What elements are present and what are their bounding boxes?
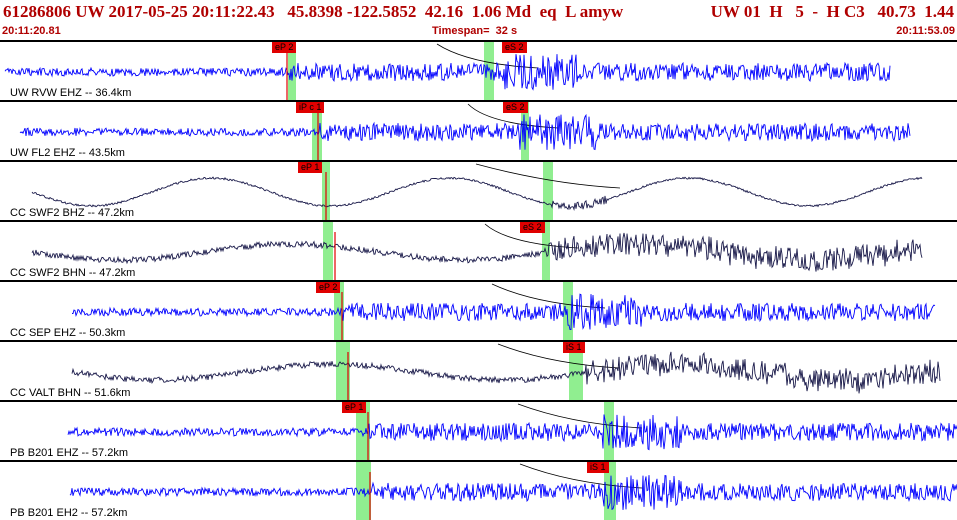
pick-flag[interactable]: eP 2 [272,42,297,53]
pick-window [323,222,333,280]
traveltime-curve [475,163,621,189]
waveform-plot[interactable] [0,282,957,340]
event-info: 61286806 UW 2017-05-25 20:11:22.43 45.83… [3,2,624,21]
waveform-trace [69,475,957,511]
waveform-plot[interactable] [0,222,957,280]
timespan: Timespan= 32 s [432,25,518,37]
pick-window [569,342,583,400]
waveform-plot[interactable] [0,102,957,160]
seismogram-panel[interactable]: iS 1 PB B201 EH2 -- 57.2km [0,460,957,520]
traveltime-curve [467,103,559,129]
waveform-trace [4,54,891,91]
waveform-trace [71,351,941,394]
channel-label: CC VALT BHN -- 51.6km [10,387,131,399]
waveform-plot[interactable] [0,462,957,520]
traveltime-curve [497,343,621,369]
waveform-trace [72,293,936,331]
waveform-plot[interactable] [0,402,957,460]
pick-window [563,282,573,340]
pick-window [336,342,350,400]
pick-flag[interactable]: eS 2 [503,102,528,113]
pick-flag[interactable]: eP 1 [342,402,367,413]
pick-flag[interactable]: eP 2 [316,282,341,293]
channel-label: CC SEP EHZ -- 50.3km [10,327,126,339]
solution-info: UW 01 H 5 - H C3 40.73 1.44 [710,2,954,21]
start-time: 20:11:20.81 [2,25,61,37]
channel-label: UW RVW EHZ -- 36.4km [10,87,132,99]
traveltime-curve [491,283,606,309]
pick-window [484,42,494,100]
channel-label: CC SWF2 BHN -- 47.2km [10,267,136,279]
pick-flag[interactable]: iS 1 [563,342,585,353]
pick-flag[interactable]: eP 1 [298,162,323,173]
waveform-trace [67,414,957,451]
seismogram-panel[interactable]: eP 2 CC SEP EHZ -- 50.3km [0,280,957,340]
pick-window [543,162,553,220]
waveform-panels[interactable]: eP 2 eS 2 UW RVW EHZ -- 36.4km iP c 1 eS 2 UW… [0,40,957,520]
event-header: 61286806 UW 2017-05-25 20:11:22.43 45.83… [0,0,957,27]
channel-label: CC SWF2 BHZ -- 47.2km [10,207,135,219]
seismogram-panel[interactable]: eP 1 PB B201 EHZ -- 57.2km [0,400,957,460]
pick-flag[interactable]: eS 2 [520,222,545,233]
waveform-plot[interactable] [0,342,957,400]
waveform-plot[interactable] [0,42,957,100]
waveform-trace [31,232,923,272]
pick-window [604,402,614,460]
channel-label: PB B201 EH2 -- 57.2km [10,507,128,519]
waveform-plot[interactable] [0,162,957,220]
waveform-trace [31,176,923,212]
pick-window [288,42,296,100]
seismogram-panel[interactable]: eS 2 CC SWF2 BHN -- 47.2km [0,220,957,280]
seismogram-panel[interactable]: eP 1 CC SWF2 BHZ -- 47.2km [0,160,957,220]
pick-window [312,102,322,160]
pick-window [356,402,370,460]
channel-label: PB B201 EHZ -- 57.2km [10,447,128,459]
channel-label: UW FL2 EHZ -- 43.5km [10,147,125,159]
pick-flag[interactable]: iS 1 [587,462,609,473]
pick-flag[interactable]: iP c 1 [296,102,325,113]
time-bar: 20:11:20.81 Timespan= 32 s 20:11:53.09 [0,25,957,39]
pick-window [521,102,529,160]
end-time: 20:11:53.09 [896,25,955,37]
seismogram-panel[interactable]: iP c 1 eS 2 UW FL2 EHZ -- 43.5km [0,100,957,160]
seismogram-panel[interactable]: eP 2 eS 2 UW RVW EHZ -- 36.4km [0,40,957,100]
waveform-trace [19,113,911,151]
seismogram-panel[interactable]: iS 1 CC VALT BHN -- 51.6km [0,340,957,400]
traveltime-curve [519,463,643,489]
pick-flag[interactable]: eS 2 [502,42,527,53]
